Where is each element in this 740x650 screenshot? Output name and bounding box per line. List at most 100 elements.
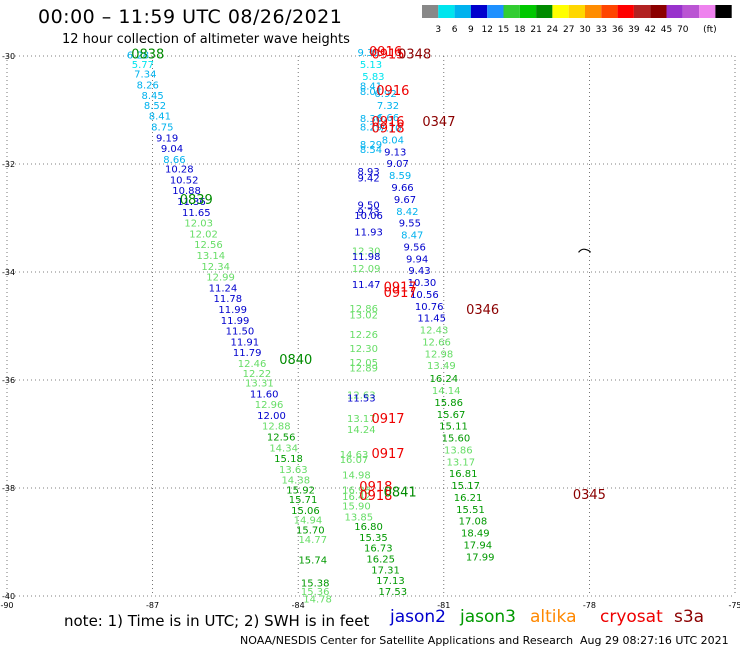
wave-height-value: 8.59 <box>389 171 411 182</box>
wave-height-value: 8.75 <box>151 123 173 134</box>
lon-tick-label: -90 <box>0 601 13 610</box>
wave-height-value: 12.26 <box>349 330 378 341</box>
pass-time-label: 0916 <box>376 84 409 99</box>
pass-time-label: 0917 <box>371 447 404 462</box>
wave-height-value: 11.24 <box>209 283 238 294</box>
colorbar-swatch <box>666 5 683 18</box>
wave-height-value: 12.02 <box>189 229 218 240</box>
wave-height-value: 17.53 <box>379 587 408 598</box>
wave-height-value: 8.29 <box>360 123 382 134</box>
wave-height-value: 13.63 <box>279 465 308 476</box>
pass-time-label: 0917 <box>384 286 417 301</box>
wave-height-value: 6.66 <box>377 113 399 124</box>
colorbar-swatch <box>503 5 520 18</box>
wave-height-value: 14.14 <box>432 386 461 397</box>
colorbar-swatch <box>454 5 471 18</box>
wave-height-value: 6.92 <box>374 89 396 100</box>
wave-height-value: 11.50 <box>226 327 255 338</box>
wave-height-value: 13.86 <box>444 445 473 456</box>
wave-height-value: 7.32 <box>377 101 399 112</box>
wave-height-value: 8.45 <box>141 91 163 102</box>
wave-height-value: 8.41 <box>360 81 382 92</box>
wave-height-value: 17.13 <box>376 576 405 587</box>
legend-cryosat: cryosat <box>600 607 663 627</box>
legend-jason3: jason3 <box>460 607 516 627</box>
wave-height-value: 6.28 <box>127 51 149 62</box>
colorbar-swatch <box>552 5 569 18</box>
credit-date: Aug 29 08:27:16 UTC 2021 <box>580 634 729 647</box>
colorbar-unit: (ft) <box>703 25 717 35</box>
lat-tick-label: -40 <box>2 592 15 601</box>
pass-time-label: 0839 <box>180 193 213 208</box>
wave-height-value: 10.28 <box>165 165 194 176</box>
wave-height-value: 15.17 <box>451 481 480 492</box>
colorbar-swatch <box>487 5 504 18</box>
wave-height-value: 10.76 <box>415 302 444 313</box>
colorbar-tick-label: 6 <box>452 25 458 35</box>
wave-height-value: 16.98 <box>342 485 371 496</box>
wave-height-value: 15.74 <box>298 556 327 567</box>
wave-height-value: 16.21 <box>454 493 483 504</box>
wave-height-value: 14.77 <box>298 535 327 546</box>
colorbar-tick-label: 15 <box>498 25 509 35</box>
colorbar-swatch <box>650 5 667 18</box>
wave-height-value: 8.26 <box>137 80 159 91</box>
wave-height-value: 16.42 <box>342 492 371 503</box>
wave-height-value: 12.43 <box>420 326 449 337</box>
colorbar-swatch <box>536 5 553 18</box>
lat-tick-label: -36 <box>2 376 15 385</box>
axis-ticks: -90 -87 -84 -81 -78 -75 -30 -32 -34 -36 -38 -40 <box>0 52 740 610</box>
wave-height-value: 10.52 <box>170 175 199 186</box>
pass-time-label: 0917 <box>371 412 404 427</box>
wave-height-value: 9.43 <box>408 266 430 277</box>
map-grid <box>6 55 736 597</box>
wave-height-value: 14.24 <box>347 425 376 436</box>
pass-time-label: 0918 <box>371 122 404 137</box>
colorbar-swatch <box>422 5 439 18</box>
wave-height-value: 16.81 <box>449 469 478 480</box>
wave-height-value: 10.88 <box>172 186 201 197</box>
wave-height-value: 15.18 <box>274 454 303 465</box>
coastline <box>578 248 592 253</box>
colorbar-swatch <box>633 5 651 18</box>
wave-height-value: 15.90 <box>342 502 371 513</box>
wave-height-value: 12.99 <box>206 273 235 284</box>
lon-tick-label: -81 <box>437 601 450 610</box>
wave-height-value: 8.93 <box>357 167 379 178</box>
wave-height-value: 17.08 <box>459 517 488 528</box>
lon-tick-label: -78 <box>583 601 596 610</box>
pass-time-label: 0915 <box>371 48 404 63</box>
wave-height-value: 5.13 <box>360 60 382 71</box>
wave-height-value: 15.67 <box>437 410 466 421</box>
wave-height-value: 17.94 <box>463 540 492 551</box>
wave-height-value: 11.47 <box>352 280 381 291</box>
wave-height-value: 15.51 <box>456 505 485 516</box>
wave-height-value: 15.35 <box>359 533 388 544</box>
pass-time-label: 0918 <box>359 489 392 504</box>
lat-tick-label: -34 <box>2 268 15 277</box>
wave-height-value: 11.53 <box>347 394 376 405</box>
wave-height-value: 8.54 <box>360 145 382 156</box>
wave-height-value: 7.34 <box>134 70 156 81</box>
footnote: note: 1) Time is in UTC; 2) SWH is in fe… <box>64 612 370 630</box>
colorbar-tick-label: 3 <box>435 25 441 35</box>
wave-height-value: 11.79 <box>233 348 262 359</box>
pass-time-label: 0345 <box>573 488 606 503</box>
wave-height-value: 13.49 <box>427 361 456 372</box>
wave-height-value: 9.56 <box>404 242 426 253</box>
wave-height-value: 11.45 <box>417 314 446 325</box>
wave-height-value: 9.50 <box>357 200 379 211</box>
legend-altika: altika <box>530 607 577 627</box>
wave-height-value: 17.99 <box>466 552 495 563</box>
wave-height-value: 9.19 <box>156 133 178 144</box>
wave-height-value: 15.06 <box>291 506 320 517</box>
wave-height-value: 12.22 <box>243 369 272 380</box>
wave-height-value: 11.93 <box>354 227 383 238</box>
wave-height-value: 16.07 <box>340 455 369 466</box>
colorbar-swatch <box>715 5 732 18</box>
wave-height-value: 9.13 <box>384 147 406 158</box>
wave-height-value: 14.63 <box>340 450 369 461</box>
wave-height-value: 12.03 <box>184 219 213 230</box>
